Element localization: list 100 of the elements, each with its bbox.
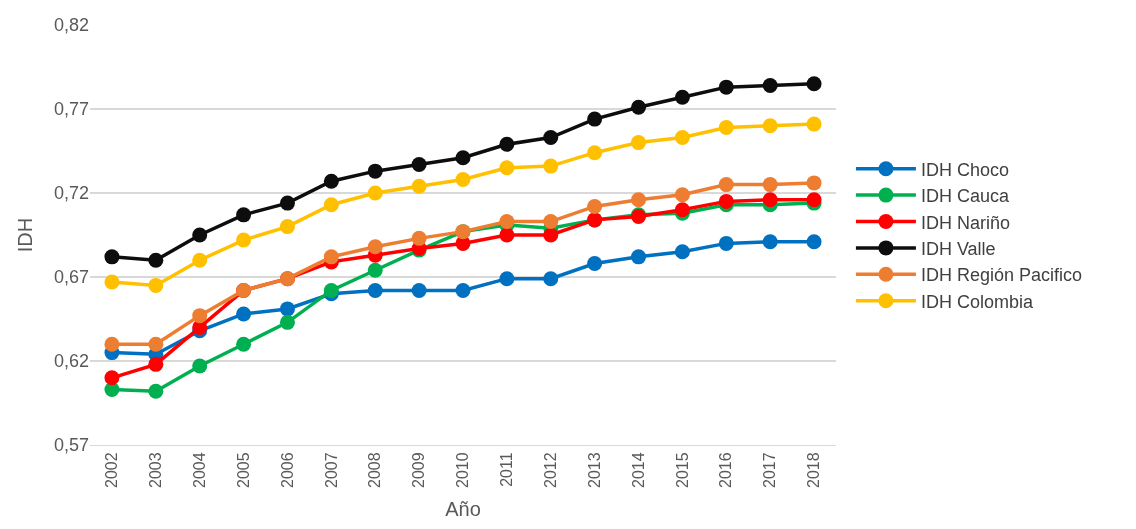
point — [674, 244, 690, 260]
point — [499, 160, 515, 176]
y-tick-label: 0,57 — [53, 435, 89, 456]
point — [718, 193, 734, 209]
legend-label: IDH Colombia — [920, 291, 1034, 312]
point — [411, 282, 427, 298]
point — [762, 192, 778, 208]
y-tick-label: 0,67 — [53, 267, 89, 288]
point — [104, 249, 120, 265]
point — [104, 274, 120, 290]
point — [323, 197, 339, 213]
x-tick-label: 2018 — [805, 452, 823, 488]
y-tick-label: 0,62 — [53, 351, 89, 372]
point — [762, 77, 778, 93]
legend-label: IDH Región Pacifico — [920, 265, 1082, 286]
point — [367, 282, 383, 298]
point — [455, 150, 471, 166]
point — [455, 172, 471, 188]
point — [806, 234, 822, 250]
x-tick-label: 2016 — [717, 452, 735, 488]
point — [148, 356, 164, 372]
point — [104, 370, 120, 386]
point — [192, 252, 208, 268]
x-tick-label: 2012 — [541, 452, 559, 488]
point — [279, 219, 295, 235]
point — [411, 178, 427, 194]
point — [718, 119, 734, 135]
point — [192, 358, 208, 374]
point — [806, 76, 822, 92]
point — [674, 187, 690, 203]
point — [806, 175, 822, 191]
point — [762, 118, 778, 134]
point — [718, 177, 734, 193]
point — [148, 252, 164, 268]
x-tick-label: 2008 — [366, 452, 384, 488]
point — [631, 192, 647, 208]
point — [806, 116, 822, 132]
legend-label: IDH Choco — [920, 159, 1009, 180]
x-tick-label: 2013 — [585, 452, 603, 488]
point — [367, 262, 383, 278]
point — [762, 234, 778, 250]
point — [674, 89, 690, 105]
legend-label: IDH Cauca — [920, 186, 1010, 207]
point — [323, 249, 339, 265]
point — [236, 336, 252, 352]
point — [543, 271, 559, 287]
x-tick-label: 2017 — [761, 452, 779, 488]
point — [148, 277, 164, 293]
y-tick-label: 0,72 — [53, 183, 89, 204]
x-tick-label: 2005 — [234, 452, 252, 488]
x-tick-label: 2003 — [147, 452, 165, 488]
point — [367, 239, 383, 255]
y-axis-title: IDH — [14, 217, 37, 253]
point — [543, 214, 559, 230]
point — [148, 336, 164, 352]
point — [411, 230, 427, 246]
x-tick-label: 2007 — [322, 452, 340, 488]
point — [411, 156, 427, 172]
x-axis-title: Año — [445, 498, 481, 521]
point — [762, 177, 778, 193]
x-tick-label: 2004 — [190, 452, 208, 488]
legend-label: IDH Valle — [920, 238, 996, 259]
x-tick-label: 2002 — [103, 452, 121, 488]
point — [367, 185, 383, 201]
y-tick-label: 0,77 — [53, 99, 89, 120]
x-tick-label: 2011 — [498, 452, 516, 487]
x-tick-label: 2014 — [629, 452, 647, 488]
point — [499, 271, 515, 287]
point — [587, 145, 603, 161]
point — [631, 135, 647, 151]
point — [236, 232, 252, 248]
point — [674, 130, 690, 146]
x-tick-label: 2015 — [673, 452, 691, 488]
point — [323, 282, 339, 298]
point — [192, 308, 208, 324]
point — [587, 198, 603, 214]
point — [499, 136, 515, 152]
point — [587, 111, 603, 127]
point — [455, 282, 471, 298]
point — [718, 79, 734, 95]
legend-label: IDH Nariño — [920, 212, 1010, 233]
x-tick-label: 2010 — [454, 452, 472, 488]
point — [718, 235, 734, 251]
point — [236, 306, 252, 322]
point — [104, 336, 120, 352]
point — [279, 195, 295, 211]
y-tick-label: 0,82 — [53, 15, 89, 36]
point — [543, 158, 559, 174]
point — [631, 249, 647, 265]
point — [323, 173, 339, 189]
point — [367, 163, 383, 179]
x-tick-label: 2006 — [278, 452, 296, 488]
point — [148, 383, 164, 399]
point — [587, 256, 603, 272]
point — [236, 207, 252, 223]
point — [192, 227, 208, 243]
point — [543, 227, 559, 243]
point — [279, 301, 295, 317]
point — [543, 130, 559, 146]
point — [279, 314, 295, 330]
